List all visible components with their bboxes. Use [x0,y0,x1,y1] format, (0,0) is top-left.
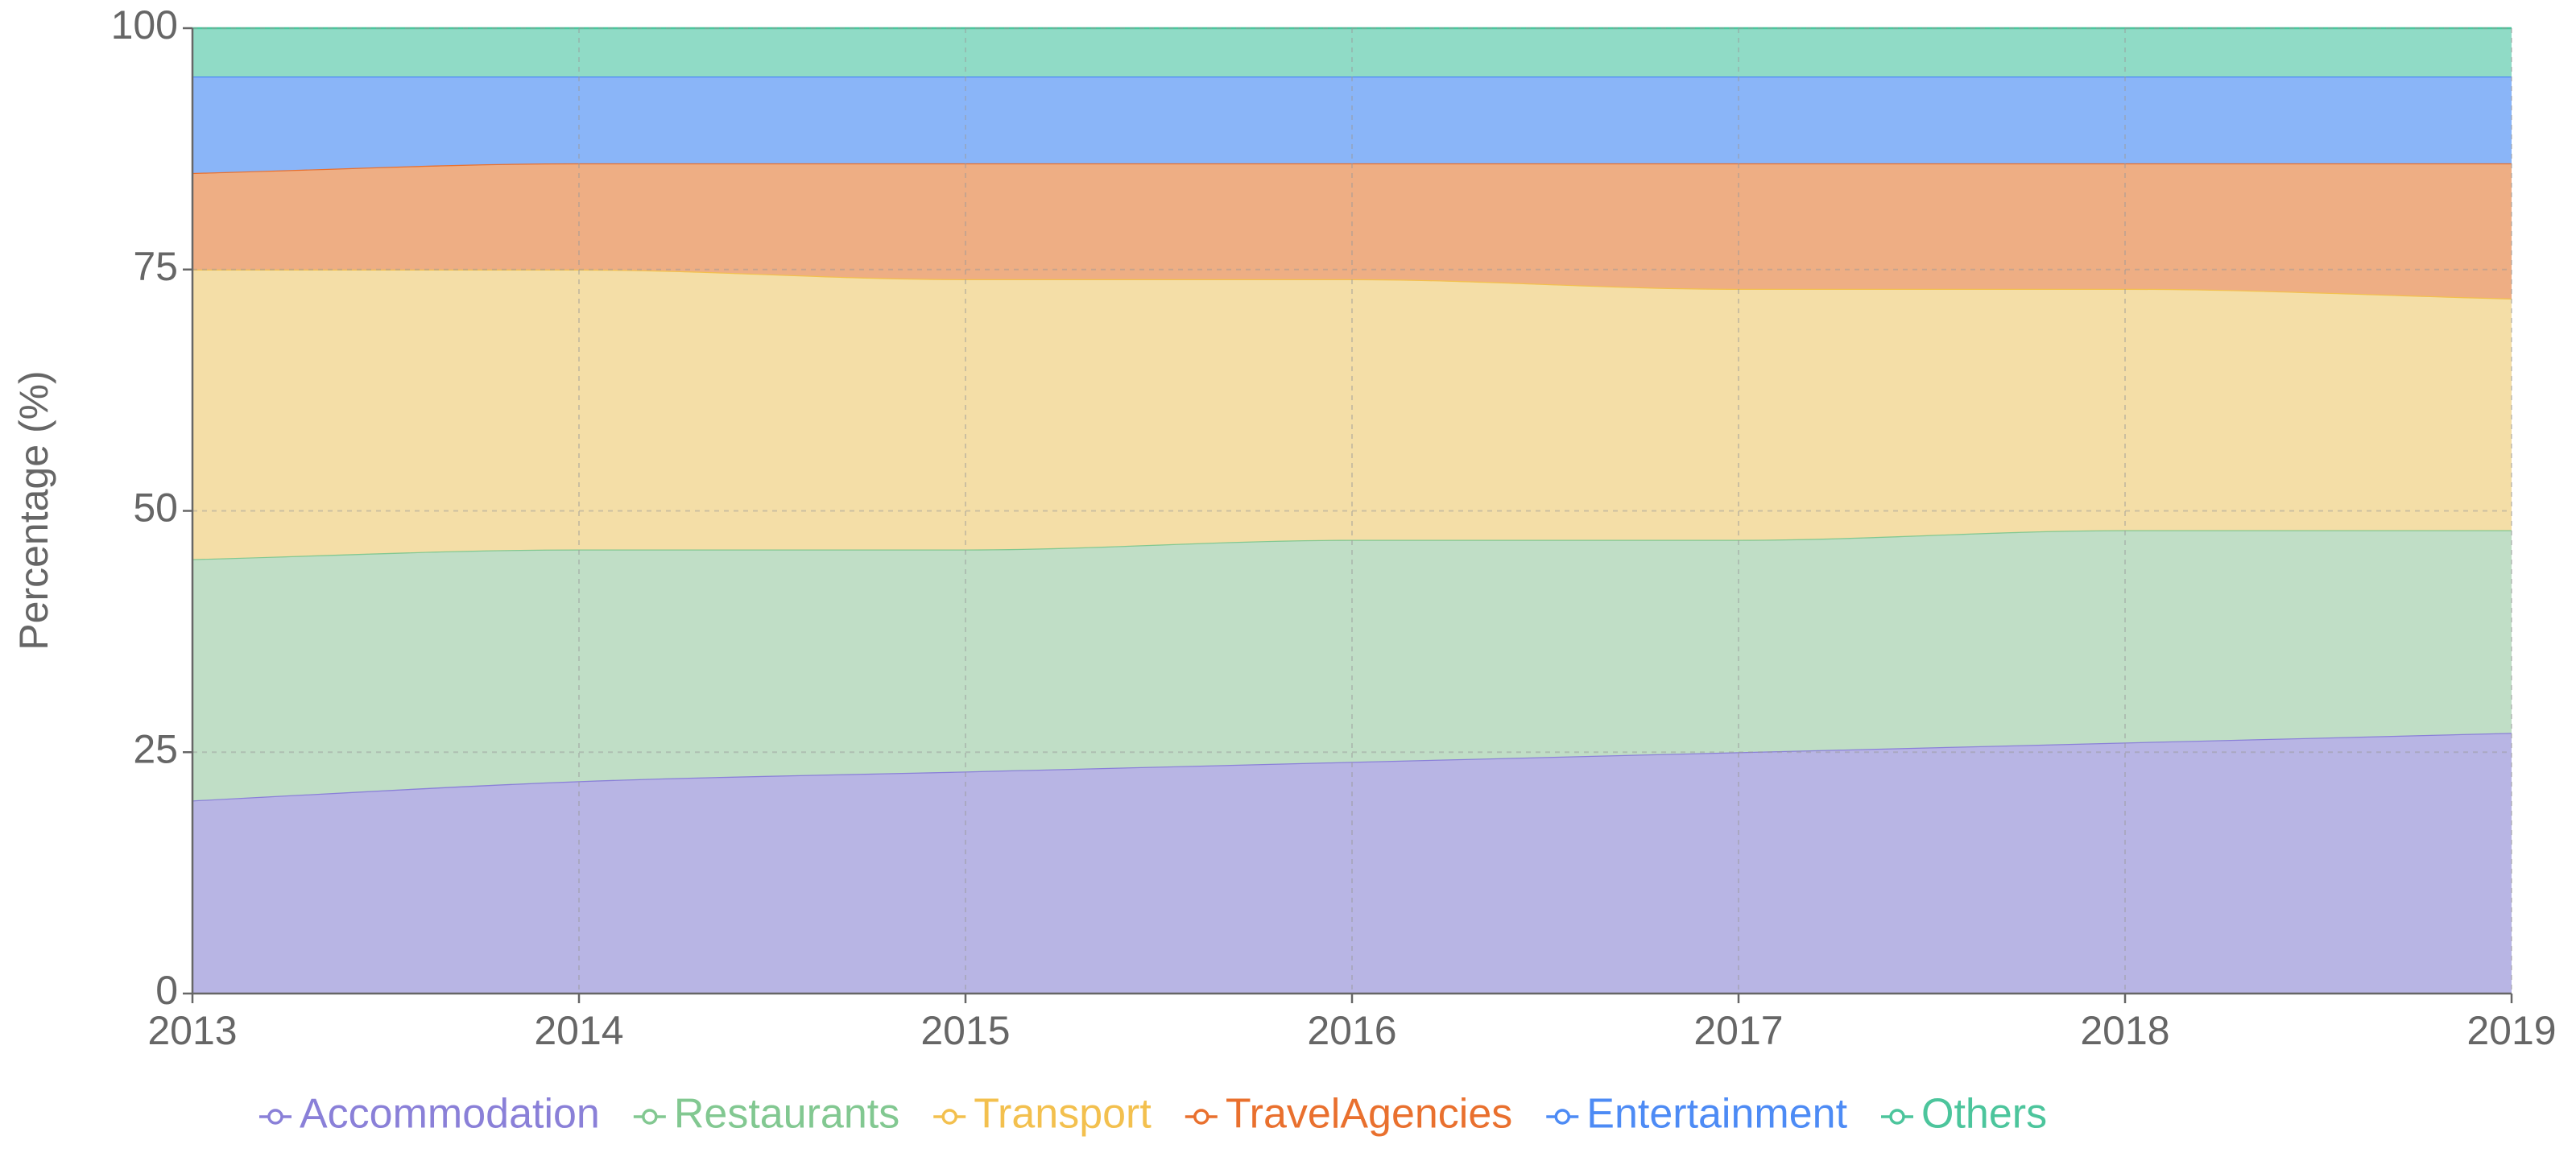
legend-icon [1193,1109,1209,1125]
legend-label: Others [1921,1091,2047,1138]
area [192,530,2512,801]
y-tick-label: 50 [133,485,178,531]
areas [192,27,2512,994]
legend-label: TravelAgencies [1226,1091,1512,1138]
legend-icon [642,1109,658,1125]
legend-item: Restaurants [633,1091,899,1138]
area [192,269,2512,560]
y-tick-label: 25 [133,726,178,771]
legend-icon [941,1109,957,1125]
x-tick-label: 2017 [1693,1008,1783,1053]
x-tick-label: 2014 [534,1008,623,1053]
y-axis-label: Percentage (%) [11,370,56,650]
area [192,733,2512,994]
legend-label: Transport [974,1091,1152,1138]
legend-label: Accommodation [300,1091,600,1138]
legend-item: Accommodation [259,1091,600,1138]
legend-item: Entertainment [1546,1091,1848,1138]
legend-item: Transport [933,1091,1152,1138]
x-tick-label: 2019 [2466,1008,2556,1053]
x-tick-label: 2016 [1307,1008,1396,1053]
x-tick-label: 2015 [920,1008,1010,1053]
x-tick-label: 2018 [2080,1008,2169,1053]
y-tick-label: 75 [133,244,178,289]
legend-item: Others [1881,1091,2047,1138]
area [192,163,2512,299]
legend-icon [1889,1109,1905,1125]
legend-label: Entertainment [1586,1091,1847,1138]
legend-icon [267,1109,283,1125]
legend-icon [1554,1109,1571,1125]
area [192,28,2512,76]
legend-label: Restaurants [674,1091,899,1138]
y-tick-label: 100 [111,2,178,48]
x-tick-label: 2013 [147,1008,237,1053]
y-tick-label: 0 [155,968,178,1013]
area [192,76,2512,173]
legend-item: TravelAgencies [1185,1091,1512,1138]
